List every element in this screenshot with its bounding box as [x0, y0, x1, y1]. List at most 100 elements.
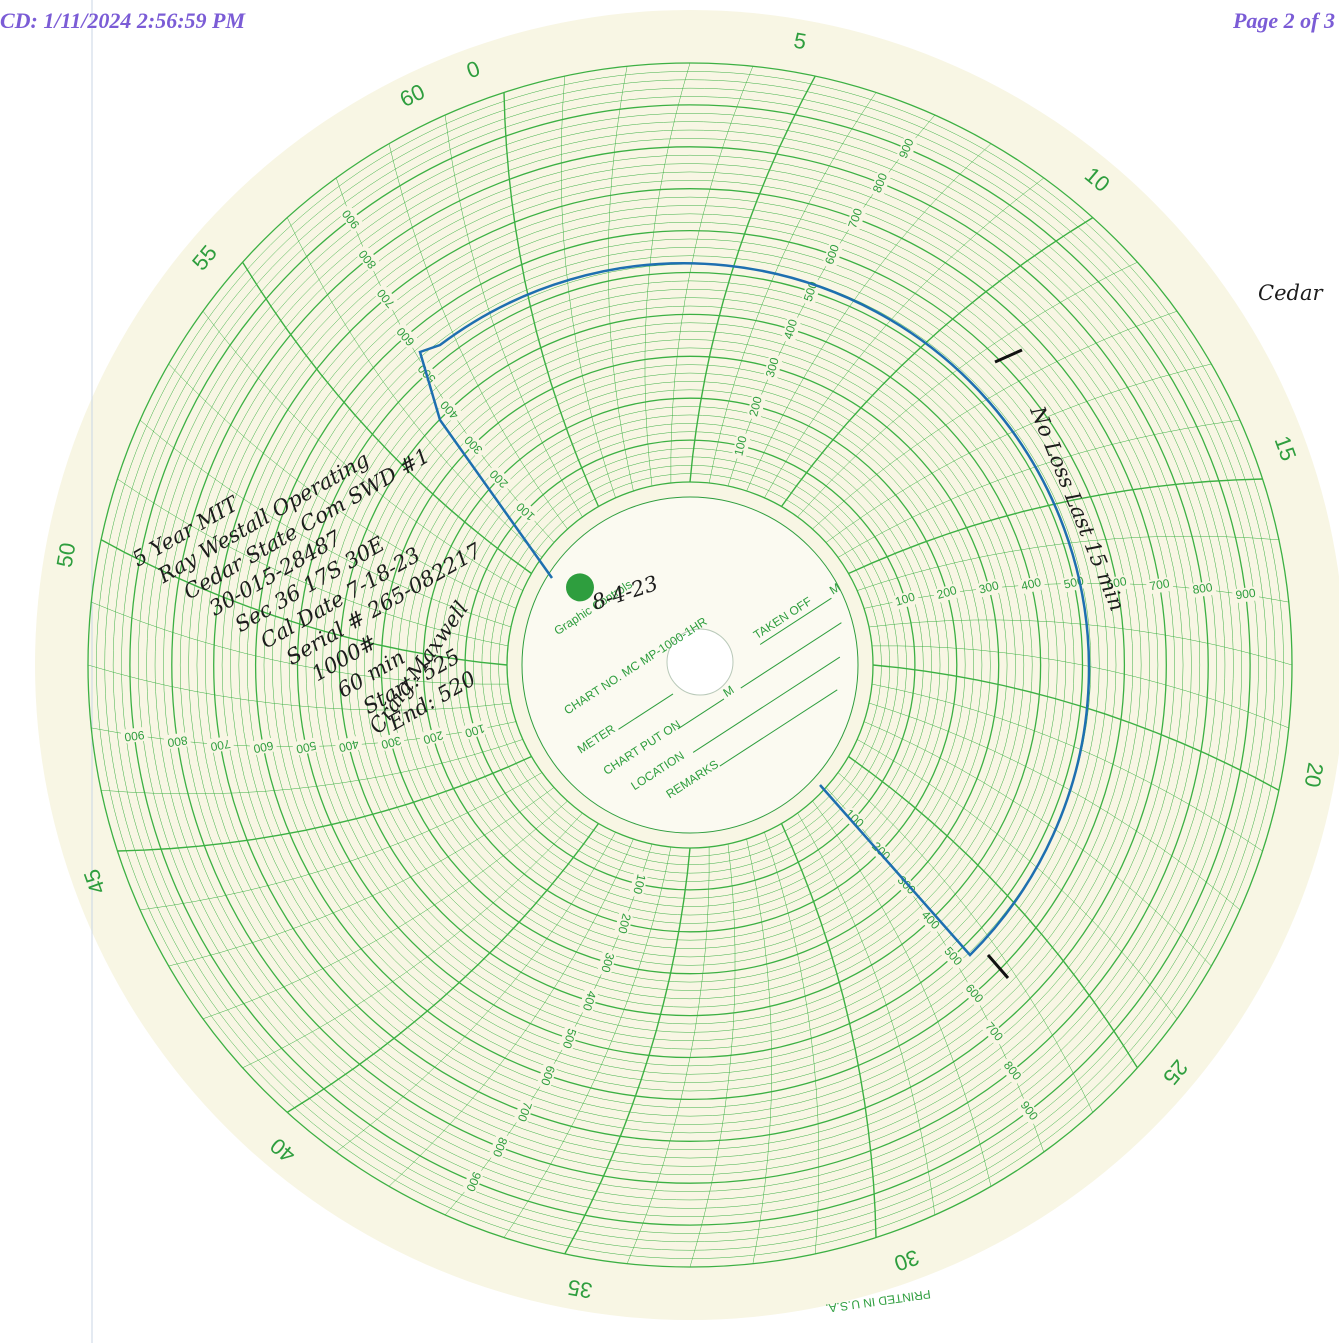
pressure-circle [464, 439, 916, 891]
label-backdrop [731, 431, 752, 461]
time-line [503, 92, 600, 507]
grid [87, 62, 1293, 1268]
pen-mark [994, 348, 1023, 364]
label-backdrop [1017, 575, 1046, 595]
pressure-circle [188, 163, 1192, 1167]
pressure-circle [372, 347, 1008, 983]
label-backdrop [974, 578, 1004, 599]
field-line [740, 622, 842, 689]
time-line [626, 847, 710, 1264]
time-line [168, 787, 555, 967]
pressure-circle [104, 79, 1276, 1251]
center-hole [666, 628, 734, 696]
time-line [857, 535, 1279, 591]
label-backdrop [746, 392, 767, 421]
label-backdrop [578, 986, 600, 1016]
time-line [564, 847, 691, 1255]
pressure-circle [146, 121, 1234, 1209]
time-line [746, 143, 992, 492]
pressure-circle [272, 247, 1108, 1083]
pressure-circle [448, 423, 932, 907]
label-backdrop [163, 731, 192, 750]
field-line [692, 656, 841, 753]
time-line [202, 311, 523, 591]
time-line [286, 823, 600, 1113]
pressure-circle [439, 414, 941, 916]
pressure-circle [263, 238, 1117, 1092]
label-backdrop [890, 589, 920, 611]
label-backdrop [558, 1023, 580, 1053]
pressure-label: 700 [1148, 576, 1170, 593]
pressure-circle [414, 389, 966, 941]
time-line [101, 739, 523, 795]
pressure-circle [179, 154, 1201, 1176]
label-backdrop [895, 133, 919, 164]
time-line [503, 846, 672, 1238]
time-line [608, 66, 634, 492]
pressure-label: 900 [1235, 586, 1257, 602]
pressure-circle [96, 71, 1284, 1259]
header-page: Page 2 of 3 [1232, 8, 1335, 33]
minute-label: 5 [792, 28, 808, 55]
brand-logo [565, 573, 594, 602]
pressure-label: 700 [209, 737, 231, 754]
time-line [168, 363, 517, 609]
time-line [91, 601, 508, 685]
pressure-label: 100 [630, 873, 648, 896]
time-line [780, 217, 1094, 507]
pressure-circle [422, 397, 958, 933]
label-backdrop [960, 979, 988, 1009]
pressure-circle [347, 322, 1033, 1008]
label-backdrop [869, 168, 893, 198]
pressure-label: 200 [615, 912, 634, 935]
label-backdrop [485, 464, 514, 493]
label-backdrop [1102, 574, 1131, 593]
pressure-circle [498, 473, 882, 857]
label-backdrop [998, 1056, 1026, 1086]
time-line [117, 755, 532, 852]
field-line [677, 698, 725, 730]
label-backdrop [844, 203, 868, 234]
label-backdrop [536, 1060, 559, 1090]
pressure-label: 400 [1020, 575, 1043, 593]
label-backdrop [932, 583, 962, 604]
time-line [797, 261, 1138, 518]
label-backdrop [354, 244, 382, 274]
field-line [719, 689, 838, 767]
time-line [139, 419, 512, 628]
label-backdrop [1145, 576, 1174, 595]
pressure-circle [254, 229, 1126, 1101]
time-line [837, 419, 1241, 558]
time-line [872, 664, 1280, 791]
label-backdrop [613, 909, 634, 938]
pressure-circle [355, 330, 1025, 1000]
pressure-circle [205, 180, 1175, 1150]
label-backdrop [372, 283, 401, 313]
pressure-circle [112, 87, 1268, 1243]
pressure-circle [196, 171, 1184, 1159]
pressure-circle [138, 113, 1242, 1217]
time-line [689, 843, 736, 1268]
pressure-label: 300 [977, 578, 1000, 597]
pressure-circle [380, 355, 1000, 975]
time-line [644, 62, 691, 487]
time-line [848, 755, 1138, 1069]
label-backdrop [487, 1132, 511, 1162]
label-backdrop [511, 497, 541, 526]
label-backdrop [938, 942, 967, 972]
label-backdrop [512, 1096, 536, 1127]
pressure-circle [338, 313, 1042, 1017]
pressure-label: 300 [379, 733, 402, 752]
time-line [837, 772, 1094, 1113]
pressure-label: 100 [893, 590, 917, 609]
label-backdrop [291, 737, 321, 757]
pen-mark [986, 954, 1010, 979]
pressure-label: 600 [822, 242, 842, 266]
label-backdrop [334, 735, 363, 755]
time-line [242, 812, 583, 1069]
pressure-circle [213, 188, 1167, 1142]
field-line [759, 597, 832, 645]
pen-trace [418, 262, 1091, 957]
